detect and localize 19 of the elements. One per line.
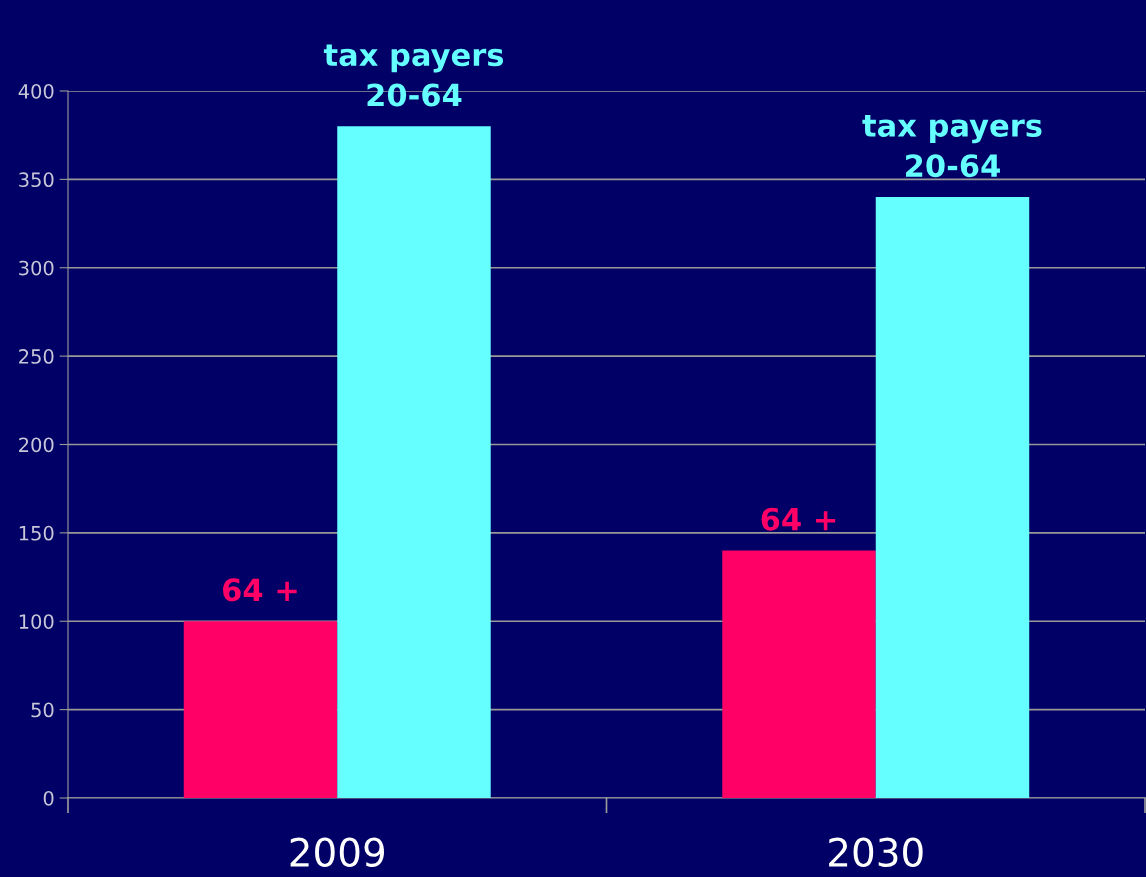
y-tick-label: 50 [31, 702, 54, 718]
bar [337, 126, 491, 798]
bar [183, 621, 338, 798]
y-tick-label: 150 [19, 525, 54, 541]
y-tick-label: 100 [19, 614, 54, 629]
y-tick-label: 200 [19, 437, 54, 453]
y-tick-label: 300 [19, 260, 54, 276]
y-tick-label: 250 [19, 349, 54, 364]
x-tick-label: 2009 [290, 837, 384, 867]
text: tax payers 20-64 [323, 44, 504, 107]
text: 64 + [761, 507, 836, 531]
bar [875, 197, 1030, 798]
y-tick-label: 350 [19, 172, 54, 188]
series-label: tax payers 20-64 [862, 115, 1042, 178]
bar [722, 550, 876, 798]
series-label: 64 + [223, 578, 297, 602]
x-tick-label: 2030 [829, 837, 923, 867]
y-tick-label: 0 [43, 790, 54, 806]
y-tick-label: 400 [18, 83, 54, 99]
